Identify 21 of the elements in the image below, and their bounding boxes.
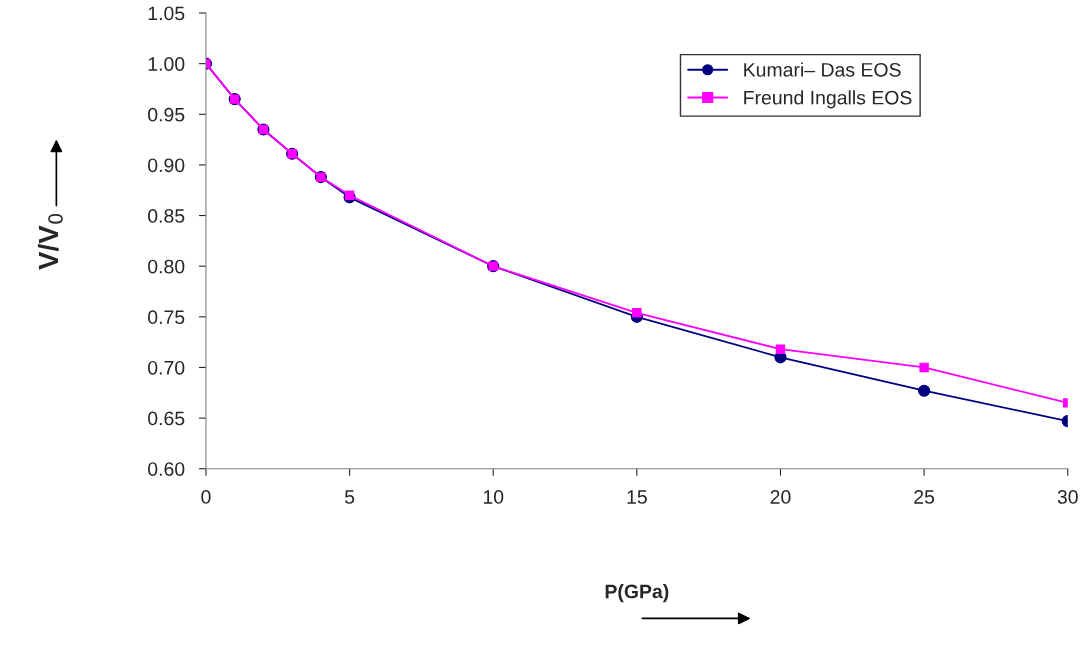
x-tick-label: 30	[1057, 490, 1078, 504]
x-tick-label: 25	[914, 490, 935, 504]
x-tick-label: 15	[627, 490, 647, 504]
y-tick-label: 0.75	[148, 310, 185, 325]
x-axis-title: P(GPa)	[605, 584, 669, 603]
y-tick-label: 0.80	[148, 259, 185, 274]
y-tick-label: 0.60	[148, 462, 185, 476]
x-tick-label: 20	[770, 490, 791, 504]
y-tick-label: 0.95	[148, 107, 185, 122]
y-tick-label: 1.05	[148, 6, 185, 21]
x-tick-label: 5	[344, 490, 355, 504]
x-tick-label: 0	[201, 490, 211, 504]
legend-label: Freund Ingalls EOS	[744, 90, 912, 109]
y-tick-label: 0.70	[148, 360, 185, 375]
y-tick-label: 1.00	[148, 57, 185, 71]
y-axis-title: V/V$_{0}$	[37, 213, 63, 270]
y-tick-label: 0.85	[148, 209, 185, 223]
x-tick-label: 10	[483, 490, 504, 504]
legend-label: Kumari– Das EOS	[744, 62, 901, 77]
y-tick-label: 0.90	[148, 158, 185, 173]
y-tick-label: 0.65	[148, 411, 185, 426]
